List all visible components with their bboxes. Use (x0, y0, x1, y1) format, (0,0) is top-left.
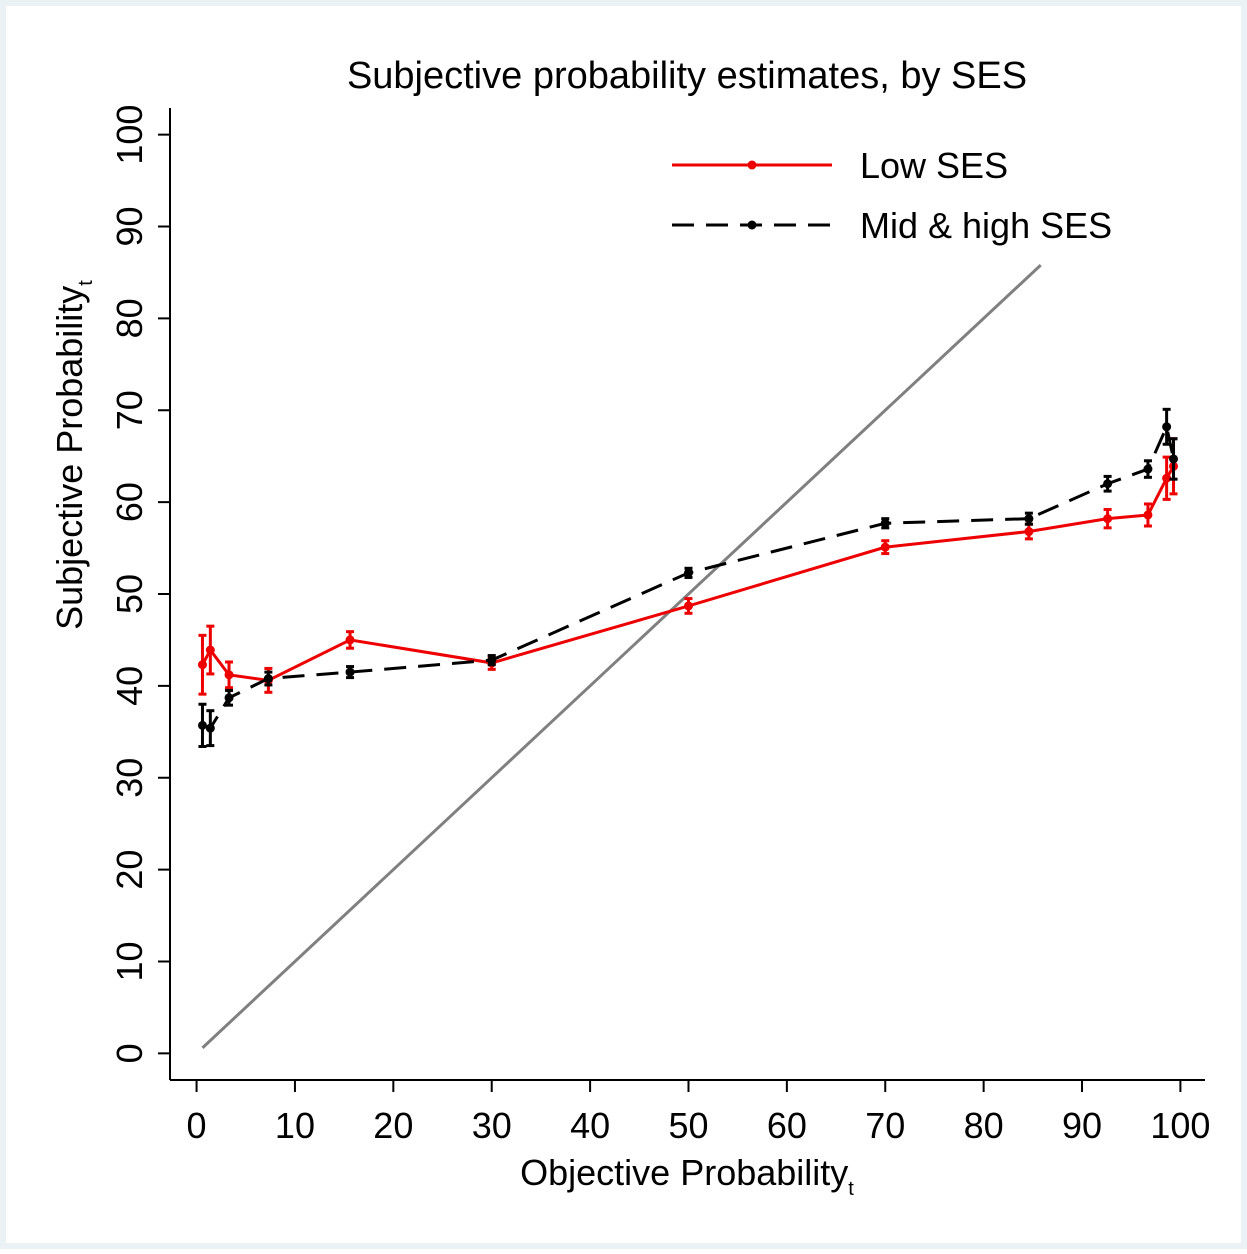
point (683, 568, 693, 578)
point (880, 518, 890, 528)
point (224, 670, 234, 680)
x-tick-label: 90 (1062, 1105, 1102, 1146)
point (1103, 514, 1113, 524)
point (197, 660, 207, 670)
point (1143, 464, 1153, 474)
legend-label: Mid & high SES (860, 205, 1112, 246)
y-tick-label: 90 (109, 206, 150, 246)
point (197, 720, 207, 730)
point (880, 542, 890, 552)
y-tick-label: 0 (109, 1043, 150, 1063)
y-tick-label: 40 (109, 666, 150, 706)
x-axis-title: Objective Probabilityt (520, 1152, 854, 1200)
legend-marker (747, 160, 757, 170)
x-tick-label: 40 (570, 1105, 610, 1146)
point (345, 635, 355, 645)
x-tick-label: 0 (187, 1105, 207, 1146)
point (487, 655, 497, 665)
x-tick-label: 50 (668, 1105, 708, 1146)
point (1024, 527, 1034, 537)
y-tick-label: 100 (109, 105, 150, 165)
x-tick-label: 10 (275, 1105, 315, 1146)
y-tick-label: 80 (109, 298, 150, 338)
chart-title: Subjective probability estimates, by SES (347, 55, 1027, 97)
point (1103, 479, 1113, 489)
y-axis-title: Subjective Probabilityt (49, 280, 97, 630)
x-tick-label: 20 (373, 1105, 413, 1146)
x-tick-label: 30 (472, 1105, 512, 1146)
y-tick-label: 60 (109, 482, 150, 522)
point (205, 645, 215, 655)
legend-marker (747, 220, 757, 230)
point (683, 601, 693, 611)
y-axis-title-subscript: t (75, 280, 97, 286)
y-tick-label: 10 (109, 941, 150, 981)
point (1162, 473, 1172, 483)
y-tick-label: 30 (109, 758, 150, 798)
x-tick-label: 80 (964, 1105, 1004, 1146)
point (205, 723, 215, 733)
x-axis-title-subscript: t (848, 1178, 854, 1200)
point (1143, 510, 1153, 520)
x-tick-label: 100 (1150, 1105, 1210, 1146)
point (345, 667, 355, 677)
point (1162, 422, 1172, 432)
y-tick-label: 50 (109, 574, 150, 614)
reference-line (201, 264, 1042, 1049)
point (1024, 514, 1034, 524)
x-tick-label: 70 (865, 1105, 905, 1146)
y-tick-label: 20 (109, 850, 150, 890)
point (224, 693, 234, 703)
legend-label: Low SES (860, 145, 1008, 186)
point (263, 674, 273, 684)
y-tick-label: 70 (109, 390, 150, 430)
x-axis-title-text: Objective Probability (520, 1152, 848, 1193)
y-axis-title-text: Subjective Probability (49, 286, 90, 630)
x-tick-label: 60 (767, 1105, 807, 1146)
point (1169, 454, 1179, 464)
